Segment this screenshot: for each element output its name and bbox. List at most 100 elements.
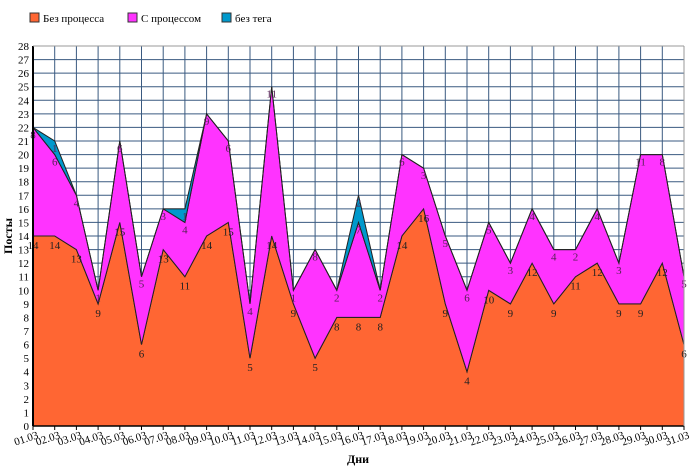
data-label: 1 xyxy=(52,143,58,155)
data-label: 9 xyxy=(204,116,210,128)
y-tick-label: 9 xyxy=(24,299,30,311)
data-label: 1 xyxy=(95,292,101,304)
y-tick-label: 8 xyxy=(24,312,30,324)
data-label: 13 xyxy=(158,254,170,266)
x-tick-label: 31.03 xyxy=(664,429,692,448)
data-label: 2 xyxy=(377,292,383,304)
data-label: 2 xyxy=(573,252,579,264)
data-label: 6 xyxy=(117,143,123,155)
y-tick-label: 21 xyxy=(18,136,29,148)
data-label: 5 xyxy=(312,362,318,374)
data-label: 16 xyxy=(418,213,430,225)
y-tick-label: 24 xyxy=(18,95,30,107)
data-label: 9 xyxy=(616,308,622,320)
data-label: 8 xyxy=(334,321,340,333)
data-label: 3 xyxy=(616,265,622,277)
legend-label: С процессом xyxy=(141,13,201,25)
data-label: 4 xyxy=(551,252,557,264)
data-label: 8 xyxy=(356,321,362,333)
x-axis-title: Дни xyxy=(347,452,369,466)
legend-label: без тега xyxy=(235,13,272,25)
y-tick-label: 20 xyxy=(18,150,30,162)
y-tick-label: 0 xyxy=(24,421,30,433)
data-label: 5 xyxy=(139,279,145,291)
y-tick-label: 15 xyxy=(18,217,30,229)
data-label: 9 xyxy=(551,308,557,320)
data-label: 9 xyxy=(638,308,644,320)
data-label: 6 xyxy=(139,349,145,361)
data-label: 7 xyxy=(356,224,362,236)
data-label: 14 xyxy=(396,240,408,252)
data-label: 1 xyxy=(291,292,297,304)
data-label: 14 xyxy=(49,240,61,252)
y-tick-label: 25 xyxy=(18,82,30,94)
data-label: 6 xyxy=(226,143,232,155)
data-label: 11 xyxy=(570,281,581,293)
data-label: 4 xyxy=(464,376,470,388)
y-tick-label: 18 xyxy=(18,177,30,189)
data-label: 15 xyxy=(223,226,235,238)
y-tick-label: 7 xyxy=(24,326,30,338)
data-label: 4 xyxy=(74,197,80,209)
data-label: 5 xyxy=(443,238,449,250)
data-label: 8 xyxy=(377,321,383,333)
data-label: 12 xyxy=(527,267,538,279)
data-label: 6 xyxy=(399,157,405,169)
y-tick-label: 1 xyxy=(24,407,30,419)
legend-swatch xyxy=(29,12,40,23)
data-label: 1 xyxy=(182,211,188,223)
data-label: 4 xyxy=(529,211,535,223)
y-tick-label: 14 xyxy=(18,231,30,243)
data-label: 5 xyxy=(247,362,253,374)
data-label: 13 xyxy=(71,254,83,266)
data-label: 14 xyxy=(266,240,278,252)
data-label: 4 xyxy=(594,211,600,223)
data-label: 2 xyxy=(356,197,362,209)
data-label: 8 xyxy=(312,252,318,264)
data-label: 9 xyxy=(95,308,101,320)
y-tick-label: 26 xyxy=(18,68,30,80)
y-tick-label: 12 xyxy=(18,258,29,270)
data-label: 6 xyxy=(52,157,58,169)
y-tick-label: 13 xyxy=(18,245,30,257)
legend-swatch xyxy=(127,12,138,23)
data-label: 2 xyxy=(334,292,340,304)
y-tick-label: 27 xyxy=(18,55,30,67)
data-label: 3 xyxy=(421,170,427,182)
y-tick-label: 11 xyxy=(18,272,29,284)
data-label: 8 xyxy=(660,157,666,169)
data-label: 4 xyxy=(182,224,188,236)
data-labels: 1414139156131114155149588814169410912911… xyxy=(28,89,688,388)
data-label: 15 xyxy=(114,226,126,238)
y-tick-label: 28 xyxy=(18,41,30,53)
y-tick-label: 6 xyxy=(24,340,30,352)
legend-label: Без процесса xyxy=(43,13,104,25)
data-label: 12 xyxy=(657,267,668,279)
data-label: 14 xyxy=(201,240,213,252)
y-tick-label: 19 xyxy=(18,163,30,175)
y-tick-label: 22 xyxy=(18,122,29,134)
data-label: 11 xyxy=(180,281,191,293)
y-tick-label: 2 xyxy=(24,394,30,406)
data-label: 9 xyxy=(291,308,297,320)
y-tick-label: 10 xyxy=(18,285,30,297)
data-label: 9 xyxy=(508,308,514,320)
data-label: 4 xyxy=(247,306,253,318)
data-label: 10 xyxy=(483,294,495,306)
data-label: 3 xyxy=(160,211,166,223)
y-axis-title: Посты xyxy=(1,217,15,254)
y-tick-label: 5 xyxy=(24,353,30,365)
y-tick-label: 23 xyxy=(18,109,30,121)
data-label: 11 xyxy=(635,157,646,169)
data-label: 9 xyxy=(443,308,449,320)
y-tick-label: 4 xyxy=(24,367,30,379)
data-label: 11 xyxy=(266,89,277,101)
y-tick-label: 16 xyxy=(18,204,30,216)
data-label: 12 xyxy=(592,267,603,279)
data-label: 5 xyxy=(486,224,492,236)
legend-swatch xyxy=(221,12,232,23)
y-tick-label: 17 xyxy=(18,190,30,202)
y-tick-label: 3 xyxy=(24,380,30,392)
data-label: 6 xyxy=(464,292,470,304)
